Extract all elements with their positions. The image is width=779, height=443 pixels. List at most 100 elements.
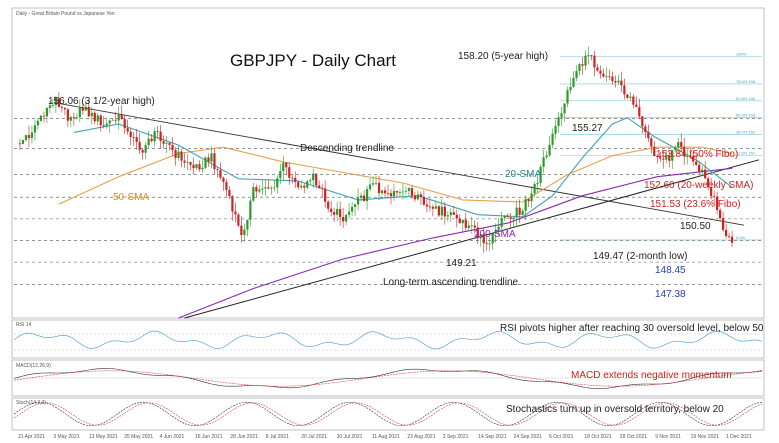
annotation-sma50: 50-SMA: [113, 192, 149, 203]
candle-body: [704, 169, 707, 179]
candle-body: [273, 187, 276, 189]
candle-body: [87, 106, 90, 117]
candle-body: [464, 219, 467, 228]
candle-body: [159, 131, 162, 142]
candle-body: [267, 187, 270, 189]
candle-body: [506, 215, 509, 218]
x-tick-label: 4 Jun 2021: [160, 434, 185, 440]
candle-body: [174, 150, 177, 158]
candle-body: [285, 162, 288, 168]
candle-body: [345, 214, 348, 222]
candle-body: [626, 94, 629, 98]
candle-body: [84, 106, 87, 111]
candle-body: [698, 164, 701, 172]
candle-body: [554, 125, 557, 134]
annotation-3y-high: 156.06 (3 1/2-year high): [48, 96, 155, 107]
candle-body: [557, 117, 560, 126]
candle-body: [722, 218, 725, 230]
candle-body: [339, 209, 342, 218]
ascending-trendline: [184, 159, 760, 319]
candle-body: [255, 187, 258, 192]
annotation-fibo236: 151.53 (23.6% Fibo): [650, 199, 741, 210]
candle-body: [596, 67, 599, 71]
candle-body: [437, 206, 440, 216]
candle-body: [587, 55, 590, 56]
annotation-sma20w: 152.60 (20-weekly SMA): [644, 180, 754, 191]
annotation-sma20: 20-SMA: [505, 169, 541, 180]
candle-body: [249, 200, 252, 220]
candle-body: [240, 225, 243, 236]
candle-body: [177, 151, 180, 158]
x-tick-label: 18 Oct 2021: [584, 434, 611, 440]
candle-body: [407, 188, 411, 191]
x-tick-label: 24 Sep 2021: [514, 434, 543, 440]
candle-body: [303, 185, 306, 188]
stoch-note: Stochastics turn up in oversold territor…: [506, 404, 724, 415]
candle-body: [90, 112, 93, 117]
candle-body: [521, 210, 524, 215]
candle-body: [593, 55, 596, 68]
candle-body: [114, 119, 117, 121]
candle-body: [446, 215, 449, 217]
candle-body: [683, 146, 686, 157]
candle-body: [291, 177, 294, 179]
candle-body: [165, 142, 168, 144]
x-tick-label: 21 Apr 2021: [18, 434, 45, 440]
candle-body: [590, 55, 593, 56]
candle-body: [386, 193, 390, 195]
chart-title: GBPJPY - Daily Chart: [230, 51, 396, 70]
candle-body: [147, 138, 150, 146]
candle-body: [455, 214, 458, 219]
candle-body: [129, 131, 132, 138]
candle-body: [730, 236, 734, 243]
candle-body: [629, 96, 632, 98]
candle-body: [724, 229, 728, 237]
candle-body: [294, 177, 297, 182]
candle-body: [309, 180, 312, 182]
x-tick-label: 28 Jun 2021: [230, 434, 258, 440]
candle-body: [306, 181, 309, 188]
candle-body: [96, 115, 99, 122]
candle-body: [117, 114, 120, 121]
candle-body: [530, 193, 533, 202]
candle-body: [668, 155, 671, 161]
candle-body: [276, 178, 279, 188]
annotation-desc-trendline: Descending trendline: [300, 143, 394, 154]
candle-body: [563, 103, 566, 114]
candle-body: [45, 107, 49, 117]
candle-body: [710, 187, 713, 197]
macd-signal: [13, 370, 763, 387]
candle-body: [611, 76, 614, 82]
candle-body: [509, 217, 512, 219]
candle-body: [156, 131, 159, 133]
candle-body: [620, 80, 623, 86]
x-axis-labels: 21 Apr 2021 3 May 2021 13 May 2021 25 May 2…: [18, 434, 752, 440]
x-tick-label: 8 Jul 2021: [266, 434, 289, 440]
candle-body: [605, 76, 608, 78]
candle-body: [78, 107, 81, 118]
x-tick-label: 16 Jun 2021: [195, 434, 223, 440]
candle-body: [542, 157, 545, 167]
candle-body: [680, 142, 683, 147]
candle-body: [42, 115, 46, 117]
fib-label: 38.2% 152.: [736, 130, 756, 135]
candle-body: [727, 236, 731, 237]
candle-body: [51, 105, 54, 106]
candle-body: [467, 225, 470, 228]
candle-body: [108, 120, 111, 124]
candle-body: [551, 133, 554, 145]
candle-body: [410, 188, 414, 196]
candle-body: [353, 204, 357, 207]
candle-body: [428, 206, 431, 208]
candle-body: [135, 137, 138, 143]
candle-body: [431, 206, 434, 209]
candle-body: [371, 183, 375, 185]
candle-body: [120, 114, 123, 120]
candle-body: [144, 145, 147, 153]
candle-body: [201, 167, 204, 170]
candle-body: [24, 135, 28, 140]
rsi-line: [13, 330, 763, 350]
candle-body: [425, 204, 428, 207]
candle-body: [458, 218, 461, 224]
